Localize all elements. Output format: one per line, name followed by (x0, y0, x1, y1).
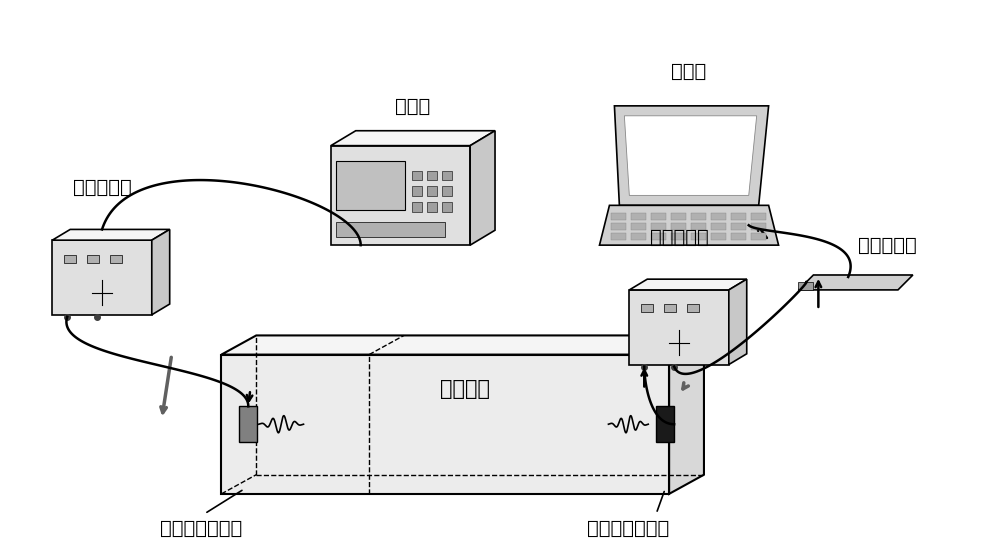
Bar (412, 202, 422, 213)
Polygon shape (52, 240, 152, 315)
Bar (110, 255, 122, 263)
Bar (412, 171, 422, 180)
Bar (427, 202, 437, 213)
Bar (412, 186, 422, 196)
Bar (731, 223, 746, 230)
Bar (336, 161, 405, 210)
Bar (631, 223, 646, 230)
Polygon shape (614, 106, 769, 205)
Text: 信号发射传感器: 信号发射传感器 (160, 519, 242, 538)
Bar (711, 213, 726, 220)
Polygon shape (331, 146, 470, 245)
Bar (731, 213, 746, 220)
Bar (751, 223, 766, 230)
Bar (651, 213, 666, 220)
Bar (641, 304, 653, 312)
Bar (631, 233, 646, 240)
Bar (442, 186, 452, 196)
Polygon shape (221, 355, 669, 494)
Bar (711, 223, 726, 230)
Polygon shape (624, 116, 757, 196)
Bar (651, 223, 666, 230)
Text: 功率放大器: 功率放大器 (73, 178, 131, 197)
Bar (442, 202, 452, 213)
Polygon shape (152, 229, 170, 315)
Bar (687, 304, 699, 312)
Bar (611, 233, 626, 240)
Bar (427, 186, 437, 196)
Polygon shape (331, 131, 495, 146)
Bar (671, 223, 686, 230)
Bar (671, 213, 686, 220)
Bar (239, 407, 257, 442)
Polygon shape (669, 335, 704, 494)
Polygon shape (629, 279, 747, 290)
Bar (751, 213, 766, 220)
Bar (651, 233, 666, 240)
Bar (427, 171, 437, 180)
Bar (711, 233, 726, 240)
Polygon shape (729, 279, 747, 365)
Bar (671, 233, 686, 240)
Bar (731, 233, 746, 240)
Bar (336, 222, 445, 237)
Bar (611, 223, 626, 230)
Polygon shape (798, 275, 913, 290)
Text: 高压源: 高压源 (395, 97, 431, 116)
Text: 上位机: 上位机 (671, 62, 707, 81)
Bar (691, 233, 706, 240)
Text: 数据采集卡: 数据采集卡 (858, 235, 917, 255)
Bar (87, 255, 99, 263)
Bar (691, 223, 706, 230)
Text: 信号接收传感器: 信号接收传感器 (587, 519, 669, 538)
Bar (751, 233, 766, 240)
Bar (691, 213, 706, 220)
Polygon shape (599, 205, 779, 245)
Bar (798, 282, 813, 290)
Polygon shape (470, 131, 495, 245)
Bar (631, 213, 646, 220)
Text: 前置放大器: 前置放大器 (650, 228, 708, 247)
Polygon shape (52, 229, 170, 240)
Polygon shape (629, 290, 729, 365)
Bar (442, 171, 452, 180)
Bar (611, 213, 626, 220)
Bar (664, 304, 676, 312)
Polygon shape (221, 335, 704, 355)
Text: 待测试样: 待测试样 (440, 379, 490, 399)
Bar (656, 407, 674, 442)
Bar (64, 255, 76, 263)
